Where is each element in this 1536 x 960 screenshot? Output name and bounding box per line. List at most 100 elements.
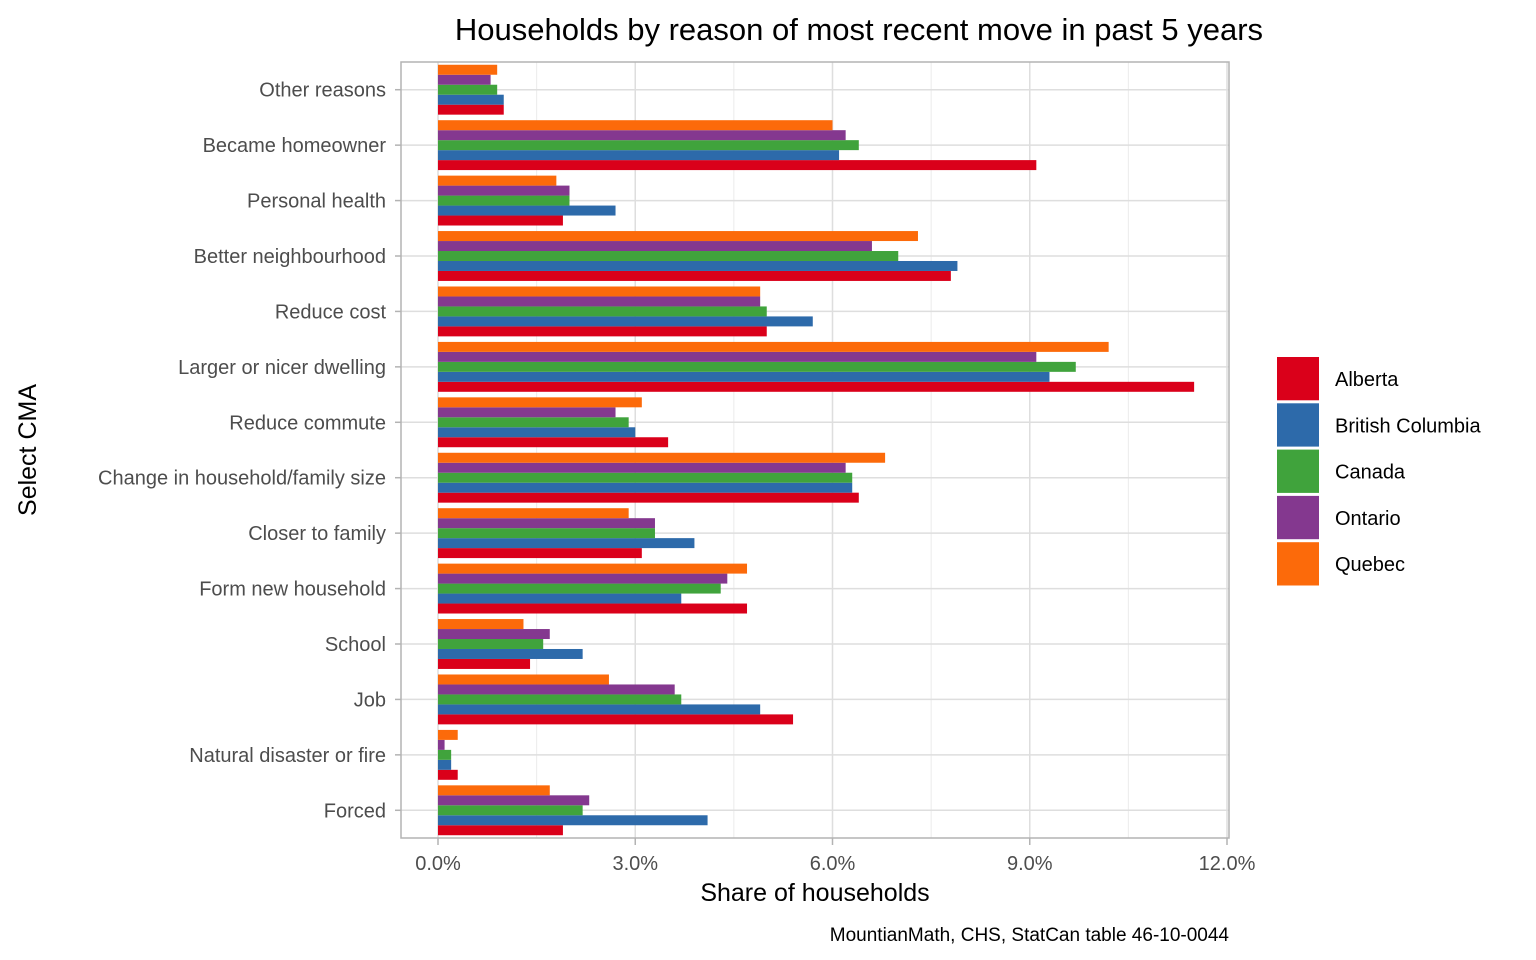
bar-british-columbia (438, 205, 616, 216)
bar-canada (438, 417, 629, 428)
bar-canada (438, 361, 1076, 372)
x-tick-label: 3.0% (612, 853, 658, 875)
bar-canada (438, 472, 853, 483)
bar-british-columbia (438, 648, 583, 659)
y-tick-label: School (325, 634, 386, 656)
legend-label: Canada (1335, 462, 1406, 484)
bar-british-columbia (438, 94, 504, 105)
legend: Alberta British Columbia Canada Ontario Queb… (1277, 357, 1481, 586)
bar-alberta (438, 603, 748, 614)
bar-alberta (438, 381, 1195, 392)
bar-quebec (438, 674, 609, 685)
bar-british-columbia (438, 371, 1050, 382)
y-tick-label: Larger or nicer dwelling (178, 357, 386, 379)
y-tick-label: Became homeowner (203, 135, 387, 157)
bar-quebec (438, 563, 748, 574)
bar-alberta (438, 825, 563, 836)
bar-alberta (438, 215, 563, 226)
bar-ontario (438, 739, 445, 750)
bar-quebec (438, 341, 1109, 352)
bar-ontario (438, 518, 655, 529)
y-axis-ticks: Other reasons Became homeowner Personal he… (98, 80, 401, 822)
legend-label: Alberta (1335, 369, 1399, 391)
bar-quebec (438, 120, 833, 131)
bar-canada (438, 84, 498, 95)
bar-alberta (438, 658, 531, 669)
bar-canada (438, 306, 767, 317)
bars (438, 64, 1195, 836)
x-tick-label: 0.0% (415, 853, 461, 875)
legend-label: Ontario (1335, 508, 1401, 530)
y-tick-label: Form new household (199, 579, 386, 601)
bar-quebec (438, 508, 629, 519)
bar-ontario (438, 407, 616, 418)
x-tick-label: 12.0% (1199, 853, 1256, 875)
y-tick-label: Forced (324, 800, 386, 822)
bar-british-columbia (438, 538, 695, 549)
bar-british-columbia (438, 593, 682, 604)
bar-alberta (438, 437, 669, 448)
bar-quebec (438, 785, 550, 796)
y-tick-label: Reduce cost (275, 301, 387, 323)
y-tick-label: Better neighbourhood (194, 246, 386, 268)
bar-canada (438, 639, 544, 649)
bar-british-columbia (438, 815, 708, 826)
panel-border (400, 61, 1230, 839)
y-axis-label: Select CMA (14, 384, 42, 516)
y-tick-label: Personal health (247, 191, 386, 213)
bar-quebec (438, 231, 918, 242)
bar-ontario (438, 629, 550, 640)
bar-alberta (438, 160, 1037, 171)
x-tick-label: 9.0% (1007, 853, 1053, 875)
bar-quebec (438, 397, 642, 408)
bar-quebec (438, 619, 524, 630)
bar-ontario (438, 130, 846, 141)
bar-ontario (438, 296, 761, 307)
bar-alberta (438, 548, 642, 559)
y-tick-label: Closer to family (248, 523, 386, 545)
bar-british-columbia (438, 316, 813, 327)
x-axis-ticks: 0.0% 3.0% 6.0% 9.0% 12.0% (415, 838, 1256, 875)
bar-quebec (438, 175, 557, 186)
x-tick-label: 6.0% (810, 853, 856, 875)
bar-british-columbia (438, 482, 853, 493)
bar-alberta (438, 270, 951, 281)
bar-alberta (438, 769, 458, 780)
bar-alberta (438, 492, 859, 503)
bar-quebec (438, 729, 458, 740)
bar-ontario (438, 351, 1037, 362)
bar-alberta (438, 104, 504, 115)
bar-canada (438, 195, 570, 206)
bar-quebec (438, 452, 886, 463)
caption: MountianMath, CHS, StatCan table 46-10-0… (830, 925, 1230, 946)
bar-ontario (438, 684, 675, 695)
bar-canada (438, 749, 452, 760)
bar-quebec (438, 64, 498, 75)
bar-british-columbia (438, 427, 636, 438)
bar-british-columbia (438, 150, 840, 161)
bar-ontario (438, 241, 872, 252)
bar-canada (438, 805, 583, 816)
legend-label: Quebec (1335, 554, 1405, 576)
bar-ontario (438, 573, 728, 584)
bar-quebec (438, 286, 761, 297)
y-tick-label: Job (354, 689, 386, 711)
bar-ontario (438, 462, 846, 473)
bar-canada (438, 583, 721, 594)
bar-canada (438, 694, 682, 705)
bar-british-columbia (438, 704, 761, 715)
y-tick-label: Change in household/family size (98, 468, 386, 490)
y-tick-label: Other reasons (259, 80, 386, 102)
y-tick-label: Reduce commute (229, 412, 386, 434)
chart-title: Households by reason of most recent move… (455, 12, 1263, 47)
bar-alberta (438, 714, 794, 725)
bar-canada (438, 251, 899, 261)
x-axis-label: Share of households (700, 879, 929, 907)
legend-swatch (1277, 495, 1319, 540)
bar-ontario (438, 74, 491, 85)
bar-canada (438, 140, 859, 151)
legend-swatch (1277, 357, 1319, 401)
bar-ontario (438, 185, 570, 196)
bar-ontario (438, 795, 590, 806)
